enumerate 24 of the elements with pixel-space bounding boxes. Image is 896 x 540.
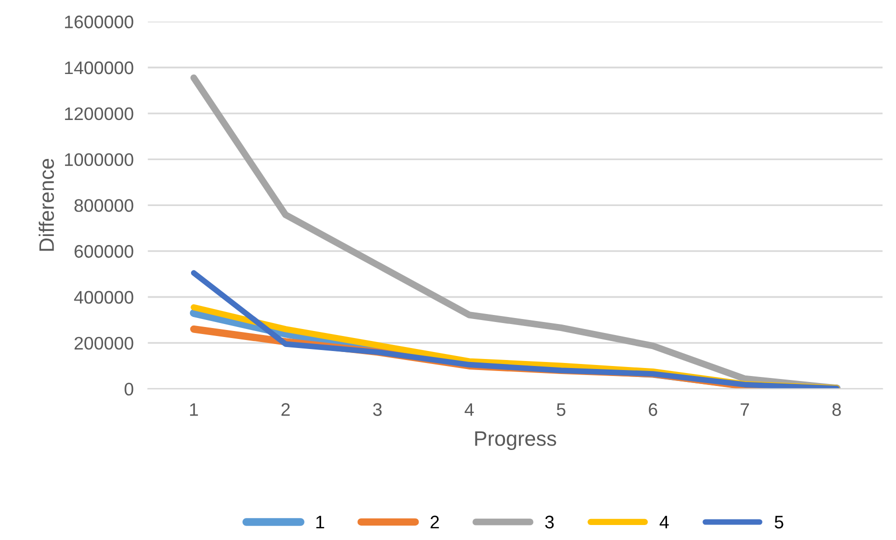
y-tick-label: 400000 (74, 290, 134, 304)
y-tick-label: 0 (124, 382, 134, 396)
x-axis-title: Progress (475, 431, 556, 450)
y-tick-label: 1000000 (65, 153, 134, 166)
legend-label: 1 (316, 516, 324, 528)
x-tick-label: 4 (464, 403, 474, 416)
y-axis-title: Difference (38, 158, 54, 251)
x-tick-label: 7 (740, 403, 749, 416)
legend-label: 4 (660, 516, 669, 528)
y-tick-label: 600000 (74, 245, 134, 258)
legend-label: 5 (774, 516, 784, 528)
x-tick-label: 8 (832, 403, 841, 416)
x-tick-label: 1 (190, 403, 198, 416)
x-tick-label: 6 (648, 403, 658, 416)
x-tick-label: 2 (281, 403, 290, 416)
x-tick-label: 5 (556, 403, 566, 416)
y-tick-label: 200000 (74, 336, 134, 350)
y-tick-label: 1600000 (65, 16, 134, 28)
legend-label: 2 (430, 516, 439, 528)
legend-label: 3 (545, 516, 554, 528)
y-tick-label: 800000 (74, 199, 134, 212)
y-tick-label: 1200000 (65, 107, 134, 120)
y-tick-label: 1400000 (65, 61, 134, 74)
x-tick-label: 3 (373, 403, 382, 416)
